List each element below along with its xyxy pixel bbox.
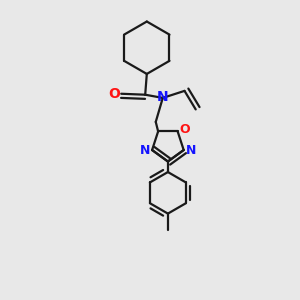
Text: O: O <box>108 87 120 101</box>
Text: O: O <box>179 123 190 136</box>
Text: N: N <box>185 144 196 157</box>
Text: N: N <box>157 90 169 104</box>
Text: N: N <box>140 144 150 157</box>
